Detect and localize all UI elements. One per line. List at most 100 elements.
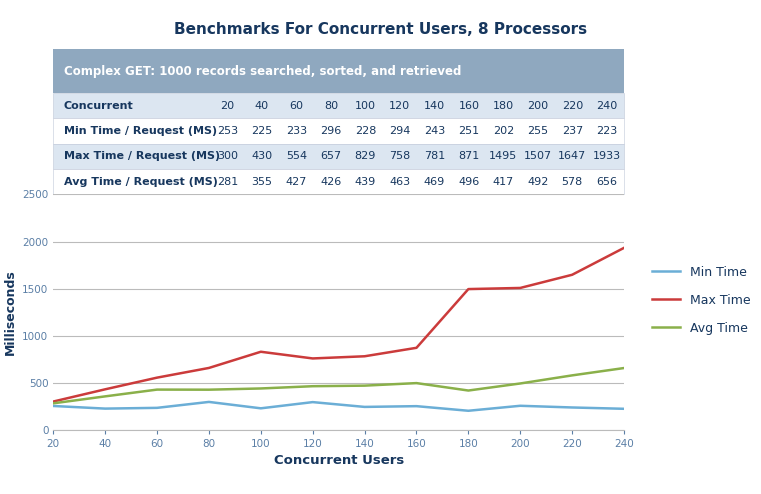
Text: 80: 80 bbox=[324, 101, 338, 111]
Y-axis label: Milliseconds: Milliseconds bbox=[4, 269, 17, 355]
Text: Min Time / Reuqest (MS): Min Time / Reuqest (MS) bbox=[64, 126, 217, 136]
Max Time bbox=[568, 272, 577, 278]
Text: 240: 240 bbox=[596, 101, 617, 111]
Text: 578: 578 bbox=[562, 177, 583, 187]
Min Time bbox=[49, 403, 58, 409]
Max Time bbox=[49, 399, 58, 405]
Text: 223: 223 bbox=[596, 126, 617, 136]
Text: 233: 233 bbox=[286, 126, 307, 136]
Avg Time bbox=[205, 387, 214, 393]
Text: 871: 871 bbox=[458, 151, 479, 162]
Avg Time bbox=[100, 393, 110, 399]
Max Time bbox=[100, 386, 110, 392]
Min Time bbox=[152, 405, 161, 411]
Text: 355: 355 bbox=[251, 177, 272, 187]
Text: 200: 200 bbox=[527, 101, 549, 111]
Text: 1933: 1933 bbox=[593, 151, 621, 162]
Text: 492: 492 bbox=[527, 177, 549, 187]
Avg Time bbox=[516, 380, 525, 386]
Avg Time bbox=[412, 380, 421, 386]
Min Time bbox=[205, 399, 214, 405]
Avg Time bbox=[619, 365, 629, 371]
Min Time bbox=[256, 406, 266, 412]
Bar bbox=[53, 169, 624, 195]
Avg Time bbox=[463, 388, 473, 394]
Max Time bbox=[516, 285, 525, 291]
Text: 60: 60 bbox=[289, 101, 304, 111]
Max Time bbox=[205, 365, 214, 371]
Text: 243: 243 bbox=[424, 126, 445, 136]
Bar bbox=[53, 93, 624, 119]
Text: 554: 554 bbox=[286, 151, 307, 162]
Bar bbox=[53, 144, 624, 169]
Text: 255: 255 bbox=[527, 126, 549, 136]
Text: 657: 657 bbox=[320, 151, 342, 162]
Text: 220: 220 bbox=[562, 101, 583, 111]
Min Time bbox=[360, 404, 369, 410]
Text: Max Time / Request (MS): Max Time / Request (MS) bbox=[64, 151, 220, 162]
Text: 253: 253 bbox=[217, 126, 238, 136]
Avg Time bbox=[49, 400, 58, 406]
Text: 463: 463 bbox=[390, 177, 410, 187]
Avg Time bbox=[308, 383, 317, 389]
Text: 300: 300 bbox=[217, 151, 238, 162]
Text: 100: 100 bbox=[355, 101, 376, 111]
Text: 781: 781 bbox=[424, 151, 445, 162]
Text: 1507: 1507 bbox=[524, 151, 552, 162]
Text: 427: 427 bbox=[285, 177, 307, 187]
Bar bbox=[53, 49, 624, 93]
Text: Complex GET: 1000 records searched, sorted, and retrieved: Complex GET: 1000 records searched, sort… bbox=[64, 65, 461, 78]
Line: Max Time: Max Time bbox=[53, 248, 624, 402]
Text: 237: 237 bbox=[562, 126, 583, 136]
Max Time bbox=[463, 286, 473, 292]
Text: 20: 20 bbox=[221, 101, 234, 111]
Text: 228: 228 bbox=[355, 126, 376, 136]
Text: 294: 294 bbox=[389, 126, 411, 136]
Text: 758: 758 bbox=[390, 151, 410, 162]
Text: 656: 656 bbox=[597, 177, 617, 187]
Text: 296: 296 bbox=[320, 126, 342, 136]
Max Time bbox=[256, 349, 266, 355]
Text: 439: 439 bbox=[355, 177, 376, 187]
Legend: Min Time, Max Time, Avg Time: Min Time, Max Time, Avg Time bbox=[648, 261, 756, 340]
X-axis label: Concurrent Users: Concurrent Users bbox=[273, 454, 404, 467]
Text: 1495: 1495 bbox=[489, 151, 517, 162]
Line: Min Time: Min Time bbox=[53, 402, 624, 411]
Max Time bbox=[412, 345, 421, 351]
Text: 251: 251 bbox=[458, 126, 479, 136]
Min Time bbox=[308, 399, 317, 405]
Text: 1647: 1647 bbox=[558, 151, 587, 162]
Avg Time bbox=[568, 372, 577, 378]
Text: Concurrent: Concurrent bbox=[64, 101, 133, 111]
Max Time bbox=[619, 245, 629, 251]
Max Time bbox=[360, 353, 369, 359]
Text: 430: 430 bbox=[251, 151, 272, 162]
Min Time bbox=[412, 403, 421, 409]
Text: Avg Time / Request (MS): Avg Time / Request (MS) bbox=[64, 177, 218, 187]
Min Time bbox=[463, 408, 473, 414]
Min Time bbox=[619, 406, 629, 412]
Text: 281: 281 bbox=[217, 177, 238, 187]
Bar bbox=[53, 119, 624, 144]
Text: 469: 469 bbox=[424, 177, 445, 187]
Text: 225: 225 bbox=[251, 126, 272, 136]
Text: 829: 829 bbox=[355, 151, 376, 162]
Text: 40: 40 bbox=[255, 101, 269, 111]
Text: 140: 140 bbox=[424, 101, 445, 111]
Text: 160: 160 bbox=[458, 101, 479, 111]
Max Time bbox=[152, 374, 161, 380]
Text: 496: 496 bbox=[458, 177, 479, 187]
Text: 202: 202 bbox=[492, 126, 514, 136]
Text: 120: 120 bbox=[390, 101, 410, 111]
Min Time bbox=[100, 406, 110, 412]
Avg Time bbox=[152, 387, 161, 393]
Min Time bbox=[568, 405, 577, 411]
Text: Benchmarks For Concurrent Users, 8 Processors: Benchmarks For Concurrent Users, 8 Proce… bbox=[174, 22, 587, 37]
Text: 180: 180 bbox=[493, 101, 514, 111]
Text: 426: 426 bbox=[320, 177, 342, 187]
Avg Time bbox=[360, 383, 369, 389]
Min Time bbox=[516, 403, 525, 409]
Line: Avg Time: Avg Time bbox=[53, 368, 624, 403]
Text: 417: 417 bbox=[492, 177, 514, 187]
Max Time bbox=[308, 356, 317, 362]
